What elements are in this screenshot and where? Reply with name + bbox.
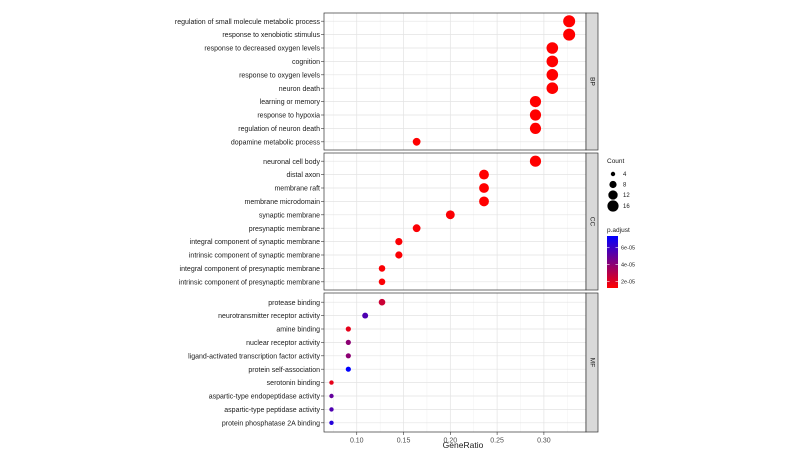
x-tick-label: 0.25	[490, 438, 504, 445]
facet-strip-label: CC	[588, 217, 595, 227]
data-point	[329, 380, 334, 385]
data-point	[445, 210, 455, 220]
size-legend-key	[607, 200, 619, 212]
term-label: nuclear receptor activity	[246, 340, 320, 347]
term-label: learning or memory	[260, 99, 321, 106]
facet-panel-cc: neuronal cell body distal axon membrane ra…	[179, 152, 599, 291]
term-label: response to xenobiotic stimulus	[222, 32, 320, 39]
term-label: intrinsic component of presynaptic membr…	[179, 279, 320, 286]
x-tick-label: 0.15	[397, 438, 411, 445]
data-point	[529, 96, 542, 108]
x-tick-label: 0.10	[350, 438, 364, 445]
term-label: dopamine metabolic process	[231, 139, 321, 146]
size-legend-label: 4	[623, 172, 627, 178]
data-point	[479, 169, 489, 180]
data-point	[529, 109, 542, 121]
data-point	[329, 420, 334, 425]
term-label: response to oxygen levels	[239, 72, 320, 79]
data-point	[529, 122, 542, 134]
term-label: protein self-association	[248, 367, 320, 374]
term-label: aspartic-type endopeptidase activity	[209, 394, 321, 401]
term-label: serotonin binding	[267, 380, 320, 387]
data-point	[529, 155, 542, 167]
facet-panel-bp: regulation of small molecule metabolic p…	[175, 12, 599, 151]
term-label: regulation of small molecule metabolic p…	[175, 19, 321, 26]
data-point	[345, 326, 351, 332]
term-label: neuronal cell body	[263, 159, 320, 166]
data-point	[378, 298, 386, 306]
term-label: presynaptic membrane	[249, 226, 320, 233]
term-label: intrinsic component of synaptic membrane	[189, 253, 320, 260]
term-label: integral component of presynaptic membra…	[180, 266, 321, 273]
term-label: distal axon	[287, 172, 321, 179]
x-axis-title: GeneRatio	[443, 440, 484, 450]
data-point	[329, 393, 334, 399]
term-label: aspartic-type peptidase activity	[224, 407, 320, 414]
data-point	[412, 137, 421, 146]
data-point	[563, 28, 576, 41]
color-legend-bar	[607, 236, 618, 288]
data-point	[362, 312, 369, 319]
legend: Count 4 8 12 16 p.adjust 2e-05 4e-05 6e-05	[607, 158, 635, 288]
data-point	[563, 15, 576, 28]
term-label: amine binding	[276, 327, 320, 334]
term-label: ligand-activated transcription factor ac…	[188, 353, 320, 360]
panel-background	[324, 13, 586, 150]
data-point	[412, 224, 421, 233]
data-point	[479, 183, 489, 193]
x-tick-label: 0.20	[444, 438, 458, 445]
size-legend-key	[610, 171, 616, 177]
term-label: protein phosphatase 2A binding	[222, 420, 320, 427]
x-tick-label: 0.30	[537, 438, 551, 445]
size-legend-key	[608, 190, 618, 200]
data-point	[546, 82, 559, 94]
term-label: response to hypoxia	[257, 113, 320, 120]
facet-strip-label: BP	[588, 77, 595, 86]
size-legend-title: Count	[607, 158, 625, 165]
facet-strip-label: MF	[588, 358, 595, 367]
facet-strip	[585, 152, 599, 291]
term-label: integral component of synaptic membrane	[190, 239, 320, 246]
data-point	[378, 265, 386, 272]
term-label: synaptic membrane	[259, 212, 320, 219]
data-point	[329, 407, 334, 412]
data-point	[395, 237, 403, 246]
data-point	[546, 55, 559, 68]
facet-panels: regulation of small molecule metabolic p…	[175, 12, 599, 433]
data-point	[546, 42, 559, 54]
size-legend-key	[609, 180, 617, 189]
data-point	[378, 278, 386, 286]
size-legend-label: 16	[623, 204, 630, 210]
facet-strip	[585, 12, 599, 151]
term-label: membrane microdomain	[245, 199, 321, 206]
term-label: membrane raft	[274, 186, 320, 193]
color-legend-label: 6e-05	[621, 246, 635, 252]
term-label: regulation of neuron death	[238, 126, 320, 133]
term-label: cognition	[292, 59, 320, 66]
color-legend-label: 4e-05	[621, 263, 635, 269]
data-point	[546, 69, 559, 81]
term-label: response to decreased oxygen levels	[204, 46, 320, 53]
color-legend-label: 2e-05	[621, 279, 635, 285]
color-legend-title: p.adjust	[607, 227, 630, 234]
data-point	[345, 353, 351, 359]
term-label: protease binding	[268, 300, 320, 307]
x-axis: 0.10 0.15 0.20 0.25 0.30	[350, 432, 551, 445]
data-point	[395, 251, 403, 259]
facet-panel-mf: protease binding neurotransmitter recepto…	[188, 292, 599, 433]
data-point	[479, 196, 489, 207]
panel-background	[324, 153, 586, 290]
facet-strip	[585, 292, 599, 433]
data-point	[345, 339, 351, 345]
size-legend-label: 8	[623, 183, 627, 189]
size-legend-label: 12	[623, 193, 630, 199]
term-label: neurotransmitter receptor activity	[218, 313, 320, 320]
data-point	[345, 366, 351, 372]
term-label: neuron death	[279, 86, 320, 93]
